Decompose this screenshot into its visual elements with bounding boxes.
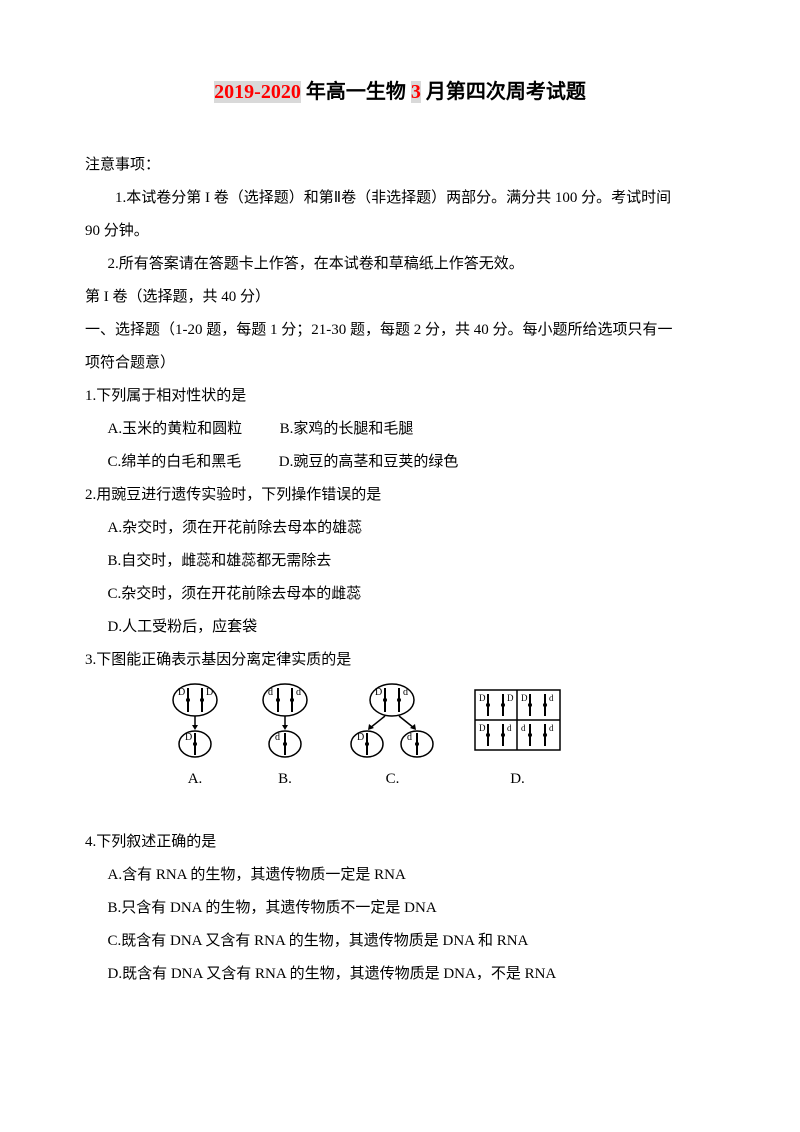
diagram-c-svg: D d D d <box>345 682 440 760</box>
title-black-2: 月第四次周考试题 <box>421 81 586 103</box>
q3-label-a: A. <box>188 763 203 796</box>
diagram-a-svg: D D D <box>165 682 225 760</box>
svg-text:d: d <box>296 687 301 698</box>
svg-text:d: d <box>275 732 280 743</box>
q4-option-c: C.既含有 DNA 又含有 RNA 的生物，其遗传物质是 DNA 和 RNA <box>85 925 715 958</box>
q2-option-b: B.自交时，雌蕊和雄蕊都无需除去 <box>85 545 715 578</box>
q4-option-d: D.既含有 DNA 又含有 RNA 的生物，其遗传物质是 DNA，不是 RNA <box>85 958 715 991</box>
notice-item-1b: 90 分钟。 <box>85 215 715 248</box>
q4-option-b: B.只含有 DNA 的生物，其遗传物质不一定是 DNA <box>85 892 715 925</box>
q3-label-c: C. <box>386 763 400 796</box>
q4-stem: 4.下列叙述正确的是 <box>85 826 715 859</box>
svg-text:D: D <box>521 693 528 703</box>
svg-text:D: D <box>375 687 382 698</box>
q3-stem: 3.下图能正确表示基因分离定律实质的是 <box>85 644 715 677</box>
svg-text:d: d <box>507 723 512 733</box>
q1-option-b: B.家鸡的长腿和毛腿 <box>280 421 414 437</box>
q1-option-c: C.绵羊的白毛和黑毛 <box>108 454 242 470</box>
q1-option-d: D.豌豆的高茎和豆荚的绿色 <box>279 454 459 470</box>
title-red-1: 2019-2020 <box>214 81 301 103</box>
q3-diagram-b: d d d B. <box>255 682 315 796</box>
svg-text:D: D <box>479 693 486 703</box>
q1-option-a: A.玉米的黄粒和圆粒 <box>108 421 243 437</box>
svg-text:D: D <box>206 687 213 698</box>
notice-item-1: 1.本试卷分第 I 卷（选择题）和第Ⅱ卷（非选择题）两部分。满分共 100 分。… <box>85 182 715 215</box>
title-black-1: 年高一生物 <box>301 81 411 103</box>
page-title: 2019-2020 年高一生物 3 月第四次周考试题 <box>85 70 715 114</box>
q1-row2: C.绵羊的白毛和黑毛 D.豌豆的高茎和豆荚的绿色 <box>85 446 715 479</box>
svg-text:d: d <box>403 687 408 698</box>
q1-row1: A.玉米的黄粒和圆粒 B.家鸡的长腿和毛腿 <box>85 413 715 446</box>
section1-instruction-1: 一、选择题（1-20 题，每题 1 分；21-30 题，每题 2 分，共 40 … <box>85 314 715 347</box>
title-red-2: 3 <box>411 81 421 103</box>
notice-heading: 注意事项： <box>85 149 715 182</box>
q2-stem: 2.用豌豆进行遗传实验时，下列操作错误的是 <box>85 479 715 512</box>
svg-text:D: D <box>357 732 364 743</box>
q2-option-d: D.人工受粉后，应套袋 <box>85 611 715 644</box>
section1-instruction-2: 项符合题意） <box>85 347 715 380</box>
diagram-d-svg: D D D d D d <box>470 682 565 760</box>
q2-option-a: A.杂交时，须在开花前除去母本的雄蕊 <box>85 512 715 545</box>
q4-option-a: A.含有 RNA 的生物，其遗传物质一定是 RNA <box>85 859 715 892</box>
notice-item-2: 2.所有答案请在答题卡上作答，在本试卷和草稿纸上作答无效。 <box>85 248 715 281</box>
svg-text:d: d <box>521 723 526 733</box>
diagram-b-svg: d d d <box>255 682 315 760</box>
svg-text:d: d <box>268 687 273 698</box>
section1-header: 第 I 卷（选择题，共 40 分） <box>85 281 715 314</box>
q3-diagrams: D D D A. d d d B. <box>85 682 715 796</box>
q2-option-c: C.杂交时，须在开花前除去母本的雌蕊 <box>85 578 715 611</box>
q1-stem: 1.下列属于相对性状的是 <box>85 380 715 413</box>
svg-text:D: D <box>507 693 514 703</box>
q3-label-b: B. <box>278 763 292 796</box>
svg-text:D: D <box>185 732 192 743</box>
q3-diagram-d: D D D d D d <box>470 682 565 796</box>
svg-text:d: d <box>407 732 412 743</box>
svg-text:D: D <box>479 723 486 733</box>
svg-text:d: d <box>549 723 554 733</box>
svg-text:d: d <box>549 693 554 703</box>
q3-label-d: D. <box>510 763 525 796</box>
q3-diagram-a: D D D A. <box>165 682 225 796</box>
q3-diagram-c: D d D d C. <box>345 682 440 796</box>
svg-text:D: D <box>178 687 185 698</box>
